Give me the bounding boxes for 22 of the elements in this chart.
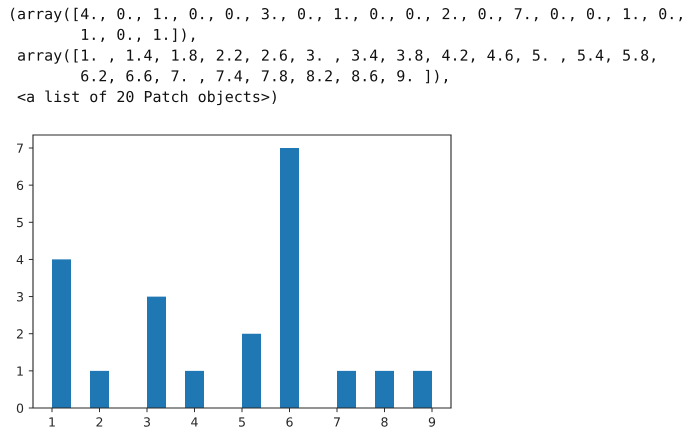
y-tick-label: 7	[17, 144, 23, 153]
y-tick-label: 5	[16, 218, 23, 228]
text: array([1. , 1.4, 1.8, 2.2, 2.6, 3. , 3.4, 3.8, 4.2, 4.6, 5. , 5.4, 5.8,	[18, 49, 655, 64]
y-tick-label: 4	[16, 255, 24, 264]
x-tick-label: 3	[144, 417, 150, 427]
x-tick-label: 6	[286, 417, 293, 427]
x-tick-label: 7	[334, 417, 340, 427]
y-tick-label: 3	[16, 292, 23, 302]
x-tick-label: 4	[191, 417, 198, 427]
text: 6.2, 6.6, 7. , 7.4, 7.8, 8.2, 8.6, 9. ]),	[81, 70, 447, 84]
x-tick-label: 1	[49, 417, 55, 427]
y-tick-label: 2	[16, 329, 23, 338]
y-tick-label: 6	[16, 180, 24, 190]
text: (array([4., 0., 1., 0., 0., 3., 0., 1., 0., 0., 2., 0., 7., 0., 0., 1., 0.,	[11, 8, 682, 22]
x-tick-label: 2	[96, 417, 102, 427]
x-tick-label: 9	[428, 417, 436, 427]
x-tick-label: 5	[238, 417, 245, 427]
text: <a list of 20 Patch objects>)	[18, 90, 276, 106]
y-tick-label: 1	[17, 366, 23, 376]
text: 1., 0., 1.]),	[82, 28, 194, 42]
x-tick-label: 8	[381, 417, 388, 427]
y-tick-label: 0	[16, 403, 24, 413]
